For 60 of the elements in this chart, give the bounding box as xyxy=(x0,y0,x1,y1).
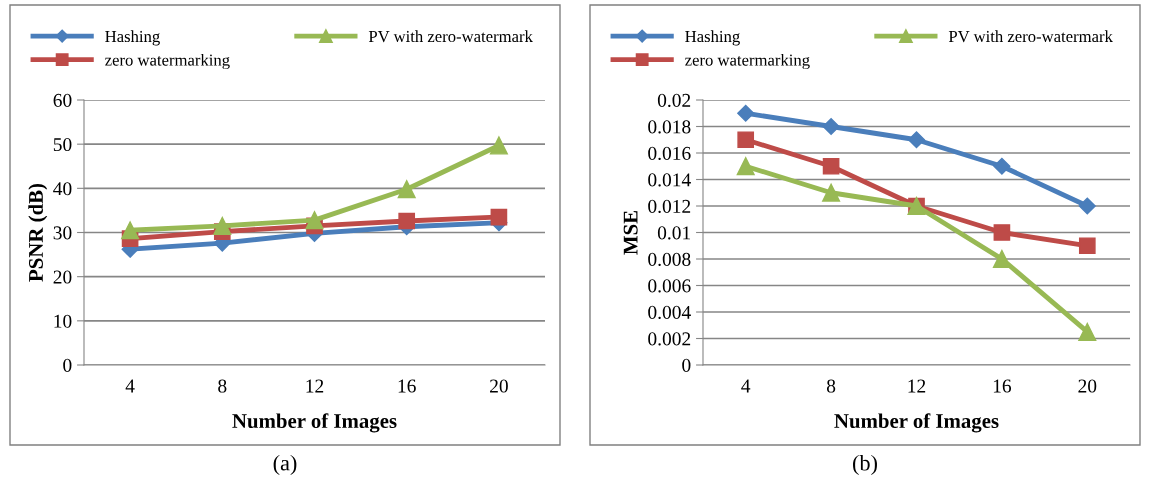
text: (a) xyxy=(273,454,297,476)
x-axis-title: Number of Images xyxy=(834,413,999,433)
x-tick-label: 16 xyxy=(398,379,416,393)
y-tick-label: 0.006 xyxy=(648,279,691,293)
x-tick-label: 8 xyxy=(218,379,227,393)
y-tick-label: 0 xyxy=(63,358,72,372)
point xyxy=(1078,322,1097,341)
point xyxy=(736,157,755,176)
point xyxy=(737,131,755,149)
point xyxy=(907,131,926,149)
point xyxy=(822,183,841,202)
point xyxy=(398,212,416,230)
legend-label: Hashing xyxy=(105,30,160,46)
point xyxy=(822,157,840,175)
x-axis-title: Number of Images xyxy=(232,413,397,433)
y-tick-label: 40 xyxy=(53,182,72,196)
point xyxy=(1078,197,1096,215)
point xyxy=(1078,237,1096,255)
point xyxy=(305,211,324,230)
point xyxy=(121,221,140,240)
legend-label: Hashing xyxy=(685,30,740,46)
point xyxy=(993,224,1011,241)
text: (b) xyxy=(853,454,877,476)
point xyxy=(992,249,1011,269)
x-tick-label: 16 xyxy=(993,379,1012,393)
x-tick-label: 12 xyxy=(908,379,926,393)
x-tick-label: 20 xyxy=(490,379,508,393)
y-tick-label: 30 xyxy=(53,226,72,240)
legend-label: zero watermarking xyxy=(105,53,230,70)
y-tick-label: 0.012 xyxy=(648,199,691,214)
x-tick-label: 20 xyxy=(1078,379,1097,393)
y-tick-label: 20 xyxy=(53,270,72,284)
legend-label: PV with zero-watermark xyxy=(368,30,533,43)
y-tick-label: 0.002 xyxy=(648,332,691,346)
point xyxy=(489,136,508,155)
y-axis-title: MSE xyxy=(623,210,638,255)
y-tick-label: 0 xyxy=(682,358,691,372)
legend-label: zero watermarking xyxy=(685,53,810,70)
point xyxy=(822,117,840,136)
point xyxy=(737,104,755,122)
y-tick-label: 50 xyxy=(53,137,72,152)
y-axis-title: PSNR (dB) xyxy=(28,183,48,282)
x-tick-label: 4 xyxy=(741,379,751,393)
point xyxy=(993,157,1011,175)
y-tick-label: 0.008 xyxy=(648,252,691,267)
y-tick-label: 0.014 xyxy=(648,173,691,187)
y-tick-label: 0.004 xyxy=(648,305,691,320)
y-tick-label: 60 xyxy=(53,93,72,107)
x-tick-label: 4 xyxy=(125,379,135,393)
y-tick-label: 0.01 xyxy=(657,226,691,240)
y-tick-label: 0.02 xyxy=(657,93,691,108)
x-tick-label: 8 xyxy=(826,379,836,393)
legend-label: PV with zero-watermark xyxy=(948,30,1113,43)
point xyxy=(213,216,232,235)
point xyxy=(397,180,416,199)
y-tick-label: 10 xyxy=(54,314,72,328)
y-tick-label: 0.018 xyxy=(648,120,691,134)
y-tick-label: 0.016 xyxy=(648,146,691,161)
point xyxy=(490,208,508,226)
x-tick-label: 12 xyxy=(306,379,324,393)
